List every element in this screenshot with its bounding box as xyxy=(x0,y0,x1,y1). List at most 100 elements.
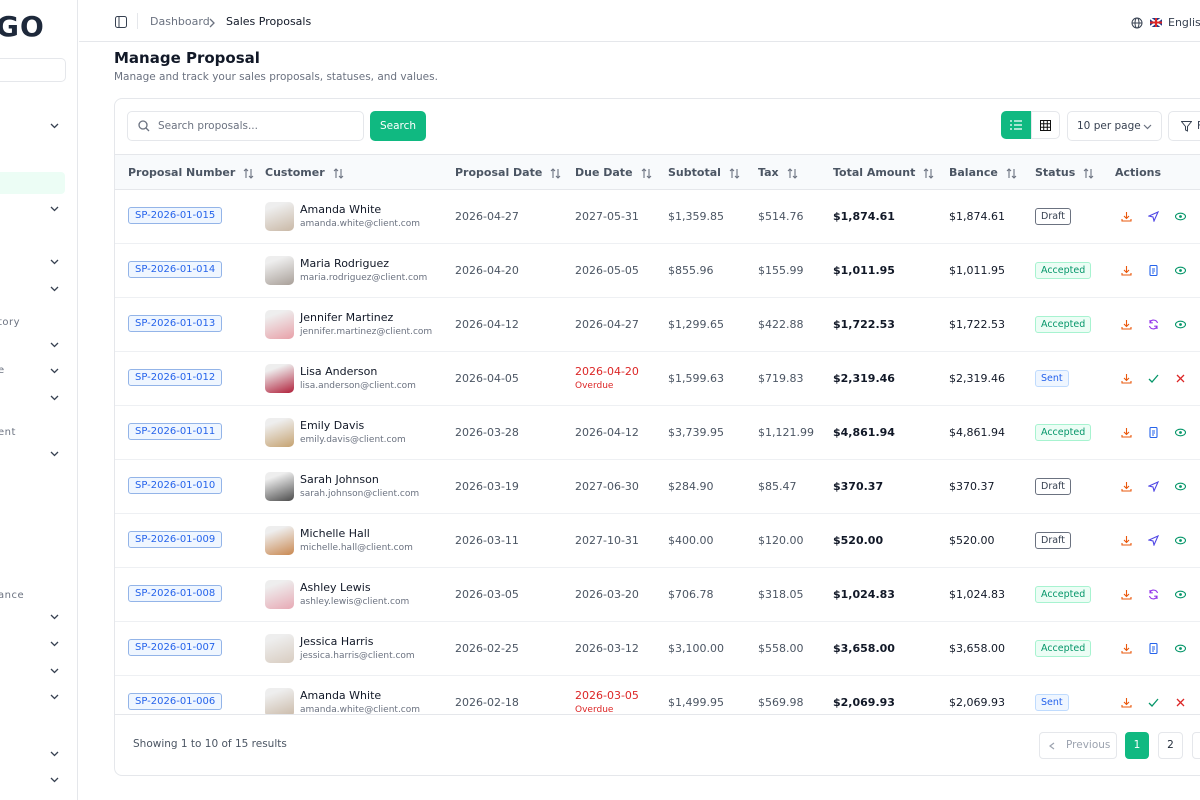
chevron[interactable] xyxy=(50,206,59,212)
column-header[interactable]: Due Date xyxy=(575,166,633,179)
table-row[interactable]: SP-2026-01-006 Amanda White amanda.white@c… xyxy=(115,676,1200,714)
table-row[interactable]: SP-2026-01-011 Emily Davis emily.davis@cli… xyxy=(115,406,1200,460)
action-send[interactable] xyxy=(1148,535,1159,546)
action-view[interactable] xyxy=(1175,589,1186,600)
action-view[interactable] xyxy=(1175,643,1186,654)
sort-icon[interactable] xyxy=(923,168,934,179)
proposal-date: 2026-02-18 xyxy=(455,696,519,709)
active-item[interactable] xyxy=(0,172,65,194)
table-row[interactable]: SP-2026-01-007 Jessica Harris jessica.harr… xyxy=(115,622,1200,676)
action-download[interactable] xyxy=(1121,589,1132,600)
chevron[interactable] xyxy=(50,395,59,401)
action-view[interactable] xyxy=(1175,265,1186,276)
proposal-number[interactable]: SP-2026-01-009 xyxy=(128,531,223,548)
sort-icon[interactable] xyxy=(787,168,798,179)
column-header[interactable]: Customer xyxy=(265,166,325,179)
table-row[interactable]: SP-2026-01-009 Michelle Hall michelle.hall… xyxy=(115,514,1200,568)
action-x[interactable] xyxy=(1175,373,1186,384)
sort-icon[interactable] xyxy=(333,168,344,179)
sort-icon[interactable] xyxy=(1083,168,1094,179)
per-page-select[interactable]: 10 per page xyxy=(1067,111,1162,141)
page-button[interactable]: 1 xyxy=(1125,732,1149,759)
sort-icon[interactable] xyxy=(243,168,254,179)
breadcrumb-link[interactable]: Dashboard xyxy=(150,15,210,28)
proposal-number[interactable]: SP-2026-01-007 xyxy=(128,639,223,656)
list-view-button[interactable] xyxy=(1001,111,1031,139)
filter-button[interactable]: F xyxy=(1168,111,1200,141)
previous-button[interactable]: Previous xyxy=(1039,732,1117,759)
proposal-number[interactable]: SP-2026-01-010 xyxy=(128,477,223,494)
action-download[interactable] xyxy=(1121,643,1132,654)
proposal-number[interactable]: SP-2026-01-011 xyxy=(128,423,223,440)
table-row[interactable]: SP-2026-01-013 Jennifer Martinez jennifer.… xyxy=(115,298,1200,352)
action-download[interactable] xyxy=(1121,427,1132,438)
column-header[interactable]: Proposal Number xyxy=(128,166,236,179)
action-download[interactable] xyxy=(1121,265,1132,276)
chevron[interactable] xyxy=(50,123,59,129)
language[interactable]: English xyxy=(1168,16,1200,29)
sidebar-search[interactable] xyxy=(0,58,66,82)
action-doc[interactable] xyxy=(1148,643,1159,654)
table-row[interactable]: SP-2026-01-010 Sarah Johnson sarah.johnson… xyxy=(115,460,1200,514)
column-header[interactable]: Status xyxy=(1035,166,1076,179)
proposal-number[interactable]: SP-2026-01-012 xyxy=(128,369,223,386)
action-refresh[interactable] xyxy=(1148,589,1159,600)
chevron[interactable] xyxy=(50,614,59,620)
action-x[interactable] xyxy=(1175,697,1186,708)
search-input[interactable]: Search proposals... xyxy=(127,111,364,141)
proposal-number[interactable]: SP-2026-01-015 xyxy=(128,207,223,224)
proposal-number[interactable]: SP-2026-01-013 xyxy=(128,315,223,332)
column-header[interactable]: Tax xyxy=(758,166,779,179)
action-download[interactable] xyxy=(1121,481,1132,492)
sort-icon[interactable] xyxy=(729,168,740,179)
column-header[interactable]: Proposal Date xyxy=(455,166,543,179)
action-download[interactable] xyxy=(1121,319,1132,330)
table-row[interactable]: SP-2026-01-012 Lisa Anderson lisa.anderson… xyxy=(115,352,1200,406)
action-download[interactable] xyxy=(1121,373,1132,384)
proposal-number[interactable]: SP-2026-01-014 xyxy=(128,261,223,278)
action-send[interactable] xyxy=(1148,481,1159,492)
action-send[interactable] xyxy=(1148,211,1159,222)
chevron[interactable] xyxy=(50,751,59,757)
chevron[interactable] xyxy=(50,368,59,374)
table-row[interactable]: SP-2026-01-015 Amanda White amanda.white@c… xyxy=(115,190,1200,244)
chevron[interactable] xyxy=(50,641,59,647)
globe-icon[interactable] xyxy=(1131,17,1143,29)
action-refresh[interactable] xyxy=(1148,319,1159,330)
action-view[interactable] xyxy=(1175,481,1186,492)
sort-icon[interactable] xyxy=(550,168,561,179)
action-view[interactable] xyxy=(1175,319,1186,330)
chevron[interactable] xyxy=(50,286,59,292)
action-view[interactable] xyxy=(1175,535,1186,546)
next-button[interactable] xyxy=(1192,732,1200,759)
chevron[interactable] xyxy=(50,342,59,348)
action-view[interactable] xyxy=(1175,427,1186,438)
chevron[interactable] xyxy=(50,451,59,457)
action-doc[interactable] xyxy=(1148,265,1159,276)
column-header[interactable]: Balance xyxy=(949,166,998,179)
customer-email: amanda.white@client.com xyxy=(300,219,421,229)
action-check[interactable] xyxy=(1148,697,1159,708)
chevron[interactable] xyxy=(50,777,59,783)
chevron[interactable] xyxy=(50,668,59,674)
column-header[interactable]: Subtotal xyxy=(668,166,721,179)
chevron[interactable] xyxy=(50,694,59,700)
sort-icon[interactable] xyxy=(1006,168,1017,179)
chevron[interactable] xyxy=(50,259,59,265)
table-row[interactable]: SP-2026-01-014 Maria Rodriguez maria.rodri… xyxy=(115,244,1200,298)
sidebar-toggle[interactable] xyxy=(115,16,127,28)
action-check[interactable] xyxy=(1148,373,1159,384)
grid-view-button[interactable] xyxy=(1031,111,1060,139)
sort-icon[interactable] xyxy=(641,168,652,179)
action-download[interactable] xyxy=(1121,697,1132,708)
action-download[interactable] xyxy=(1121,535,1132,546)
column-header[interactable]: Total Amount xyxy=(833,166,916,179)
action-doc[interactable] xyxy=(1148,427,1159,438)
table-row[interactable]: SP-2026-01-008 Ashley Lewis ashley.lewis@c… xyxy=(115,568,1200,622)
action-view[interactable] xyxy=(1175,211,1186,222)
page-button[interactable]: 2 xyxy=(1158,732,1183,759)
proposal-number[interactable]: SP-2026-01-008 xyxy=(128,585,223,602)
search-button[interactable]: Search xyxy=(370,111,426,141)
proposal-number[interactable]: SP-2026-01-006 xyxy=(128,693,223,710)
action-download[interactable] xyxy=(1121,211,1132,222)
